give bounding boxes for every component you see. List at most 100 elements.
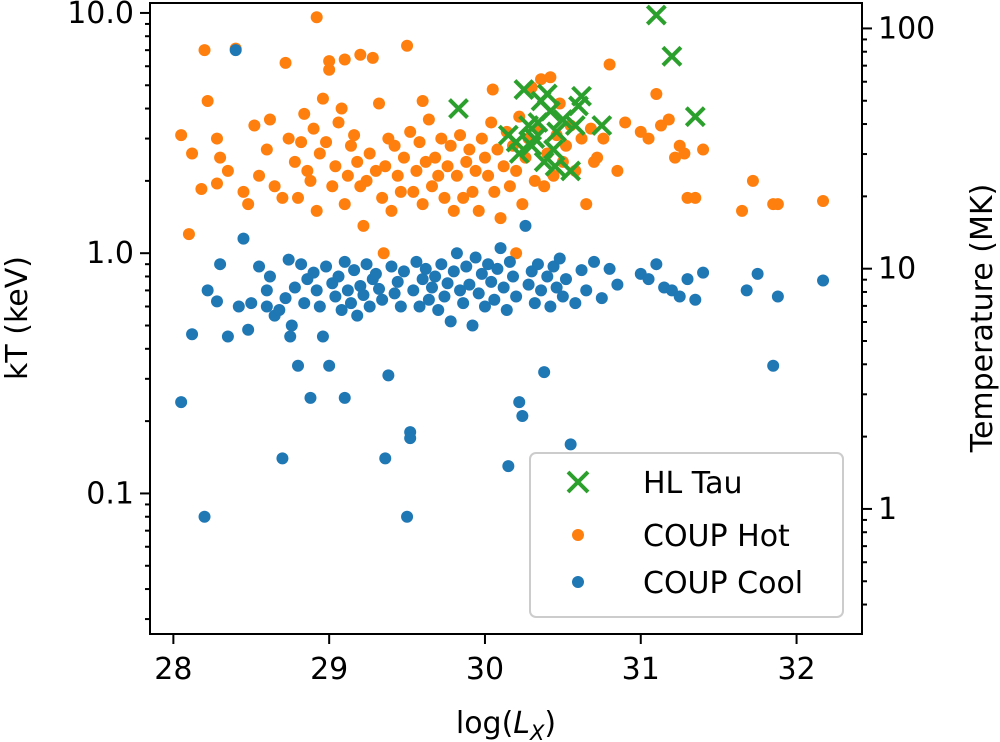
point-coup-cool xyxy=(351,309,364,322)
point-coup-cool xyxy=(681,273,694,286)
point-coup-cool xyxy=(313,300,326,313)
point-coup-hot xyxy=(497,160,510,173)
point-coup-cool xyxy=(500,304,513,317)
point-coup-hot xyxy=(385,204,398,217)
point-coup-cool xyxy=(689,293,702,306)
legend-label-coup-hot: COUP Hot xyxy=(643,519,790,554)
point-coup-cool xyxy=(488,293,501,306)
point-coup-cool xyxy=(429,270,442,283)
point-coup-cool xyxy=(363,300,376,313)
point-coup-cool xyxy=(419,262,432,275)
point-coup-hot xyxy=(435,132,448,145)
point-coup-hot xyxy=(388,139,401,152)
point-coup-cool xyxy=(298,297,311,310)
y-axis-label: kT (keV) xyxy=(0,256,35,380)
point-coup-cool xyxy=(245,297,258,310)
point-coup-cool xyxy=(373,282,386,295)
point-coup-cool xyxy=(360,258,373,271)
point-hl-tau-stroke xyxy=(544,155,566,177)
point-coup-hot xyxy=(662,113,675,126)
point-coup-cool xyxy=(425,281,438,294)
point-coup-cool xyxy=(379,452,392,465)
point-coup-hot xyxy=(817,194,830,207)
point-coup-cool xyxy=(332,270,345,283)
point-coup-cool xyxy=(341,284,354,297)
point-coup-cool xyxy=(438,290,451,303)
point-coup-cool xyxy=(295,258,308,271)
point-coup-hot xyxy=(301,164,314,177)
point-hl-tau-stroke xyxy=(513,79,535,100)
point-coup-cool xyxy=(210,295,223,308)
point-hl-tau-stroke xyxy=(661,45,683,67)
point-coup-cool xyxy=(588,255,601,268)
point-coup-cool xyxy=(650,258,663,271)
point-coup-hot xyxy=(510,164,523,177)
point-coup-hot xyxy=(588,155,601,168)
point-coup-cool xyxy=(673,290,686,303)
point-coup-cool xyxy=(214,258,227,271)
legend-marker-hl-tau xyxy=(566,470,590,494)
point-coup-hot xyxy=(416,198,429,211)
point-coup-cool xyxy=(323,359,336,372)
point-coup-hot xyxy=(611,164,624,177)
point-coup-cool xyxy=(285,319,298,332)
point-coup-cool xyxy=(335,304,348,317)
point-coup-cool xyxy=(482,258,495,271)
point-hl-tau-stroke xyxy=(560,160,582,182)
y-tick-label: 0.1 xyxy=(86,476,134,511)
point-coup-hot xyxy=(376,191,389,204)
point-coup-hot xyxy=(463,143,476,156)
y-axis-left: 0.1 1.0 10.0 xyxy=(67,0,150,621)
point-coup-hot xyxy=(373,97,386,110)
x-tick-label: 30 xyxy=(466,652,504,687)
point-coup-hot xyxy=(528,174,541,187)
point-coup-cool xyxy=(385,260,398,273)
point-hl-tau-stroke xyxy=(536,83,558,105)
legend-label-coup-cool: COUP Cool xyxy=(643,566,803,601)
point-coup-cool xyxy=(186,328,199,341)
point-coup-cool xyxy=(550,281,563,294)
point-coup-cool xyxy=(466,319,479,332)
point-hl-tau xyxy=(508,143,530,164)
point-coup-hot xyxy=(313,147,326,160)
point-coup-cool xyxy=(394,300,407,313)
point-coup-cool xyxy=(460,260,473,273)
point-hl-tau xyxy=(564,115,586,136)
point-coup-hot xyxy=(575,132,588,145)
y-tick-label: 1.0 xyxy=(86,236,134,271)
point-coup-hot xyxy=(360,174,373,187)
point-coup-hot xyxy=(597,132,610,145)
point-coup-cool xyxy=(528,297,541,310)
point-coup-hot xyxy=(377,247,390,260)
point-hl-tau xyxy=(684,106,706,128)
point-coup-hot xyxy=(432,169,445,182)
point-coup-hot xyxy=(425,180,438,193)
point-coup-cool xyxy=(767,359,780,372)
point-coup-cool xyxy=(485,275,498,288)
point-coup-cool xyxy=(817,274,830,287)
point-coup-cool xyxy=(494,242,507,255)
point-coup-hot xyxy=(298,107,311,120)
point-coup-cool xyxy=(397,265,410,278)
point-coup-cool xyxy=(284,330,297,343)
point-hl-tau xyxy=(645,4,667,26)
point-coup-cool xyxy=(260,284,273,297)
point-hl-tau-stroke xyxy=(564,115,586,136)
point-coup-cool xyxy=(502,460,515,473)
point-hl-tau-stroke xyxy=(448,98,469,119)
legend-box xyxy=(529,452,844,618)
point-coup-hot xyxy=(535,73,548,86)
point-coup-hot xyxy=(538,180,551,193)
point-coup-cool xyxy=(320,260,333,273)
point-coup-hot xyxy=(323,55,336,68)
point-hl-tau-stroke xyxy=(546,121,568,143)
y2-tick-label: 100 xyxy=(878,11,935,46)
point-coup-cool xyxy=(416,273,429,286)
point-coup-cool xyxy=(307,266,320,279)
point-coup-cool xyxy=(260,300,273,313)
point-coup-cool xyxy=(432,304,445,317)
point-coup-hot xyxy=(357,219,370,232)
point-coup-cool xyxy=(221,330,234,343)
point-coup-hot xyxy=(397,151,410,164)
point-coup-cool xyxy=(310,284,323,297)
